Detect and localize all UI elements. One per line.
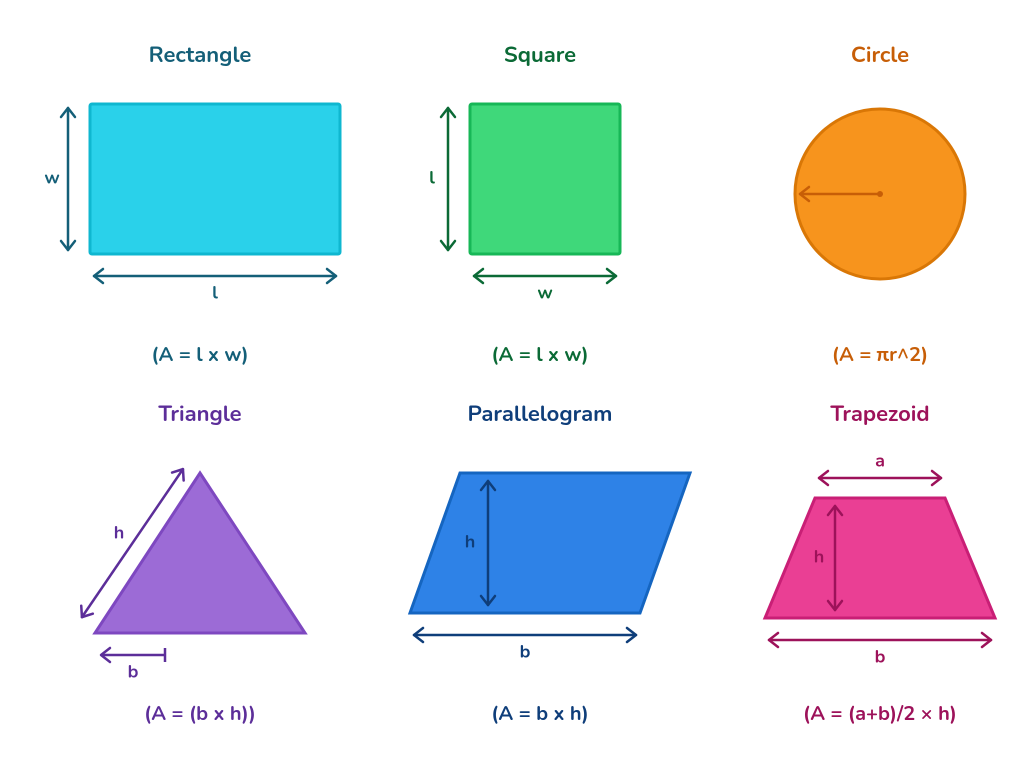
triangle-formula: (A = (b x h)): [144, 701, 256, 728]
circle-cell: Circle (A = πr^2): [720, 40, 1024, 369]
triangle-title: Triangle: [158, 399, 241, 429]
rectangle-body: [90, 104, 340, 254]
svg-text:h: h: [114, 522, 125, 546]
svg-text:b: b: [875, 645, 886, 669]
rectangle-shape: wl: [40, 80, 360, 328]
trapezoid-shape: a h b: [720, 439, 1024, 687]
rectangle-formula: (A = l x w): [151, 342, 248, 369]
rectangle-cell: Rectangle wl (A = l x w): [40, 40, 360, 369]
svg-text:h: h: [465, 530, 476, 554]
parallelogram-title: Parallelogram: [468, 399, 613, 429]
rectangle-title: Rectangle: [149, 40, 252, 70]
trapezoid-title: Trapezoid: [830, 399, 929, 429]
square-formula: (A = l x w): [491, 342, 588, 369]
square-shape: lw: [380, 80, 700, 328]
circle-formula: (A = πr^2): [832, 342, 928, 369]
svg-text:b: b: [128, 660, 139, 683]
triangle-cell: Triangle hb (A = (b x h)): [40, 399, 360, 728]
parallelogram-cell: Parallelogram hb (A = b x h): [380, 399, 700, 728]
svg-text:a: a: [875, 449, 885, 473]
svg-text:l: l: [212, 281, 218, 305]
parallelogram-shape: hb: [380, 439, 700, 687]
shapes-grid: Rectangle wl (A = l x w) Square lw (A = …: [0, 0, 1024, 768]
trapezoid-cell: Trapezoid a h b (A = (a+b)/2 × h): [720, 399, 1024, 728]
parallelogram-formula: (A = b x h): [491, 701, 589, 728]
svg-text:w: w: [44, 166, 59, 190]
circle-title: Circle: [851, 40, 909, 70]
svg-text:h: h: [814, 545, 825, 569]
square-cell: Square lw (A = l x w): [380, 40, 700, 369]
square-title: Square: [504, 40, 576, 70]
circle-shape: [720, 80, 1024, 328]
svg-text:b: b: [520, 640, 531, 664]
trapezoid-formula: (A = (a+b)/2 × h): [803, 701, 957, 728]
triangle-shape: hb: [40, 439, 360, 687]
svg-text:w: w: [537, 281, 552, 305]
svg-text:l: l: [429, 166, 435, 190]
